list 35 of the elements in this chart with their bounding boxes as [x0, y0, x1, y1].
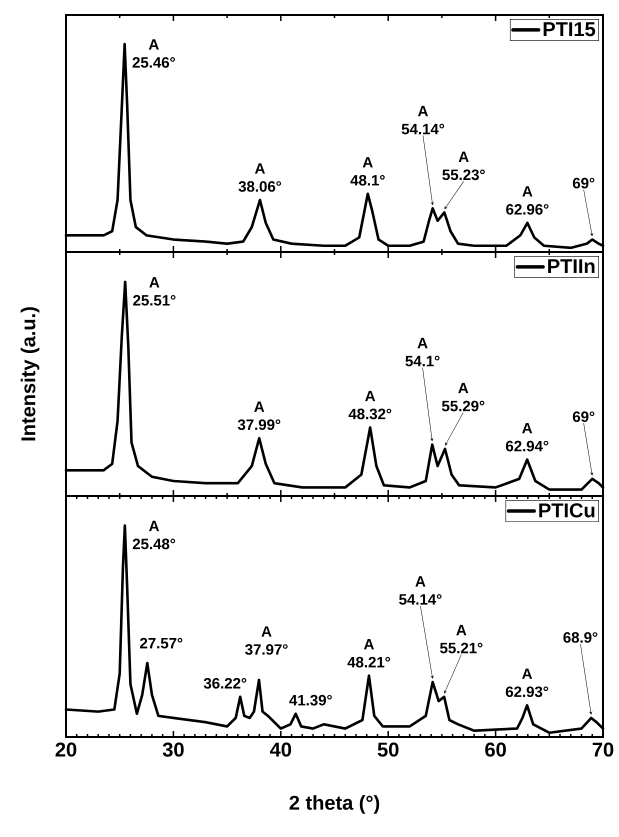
legend-label: PTICu — [539, 503, 594, 518]
annotation: 69° — [572, 411, 594, 422]
x-tick-label: 70 — [592, 742, 614, 757]
x-axis-title: 2 theta (°) — [290, 795, 380, 814]
annotation: A 54.14° — [402, 106, 444, 134]
annotation: A 55.29° — [442, 382, 484, 412]
annotation: A 38.06° — [238, 163, 282, 192]
annotation: A 62.93° — [506, 668, 548, 698]
annotation: A 62.96° — [506, 186, 548, 215]
annotation: A 55.21° — [440, 624, 482, 654]
annotation: A 48.32° — [348, 390, 392, 420]
annotation: A 48.21° — [347, 639, 390, 668]
legend-label: PTI15 — [544, 22, 596, 36]
annotation: 68.9° — [563, 632, 598, 643]
x-tick-label: 40 — [270, 742, 292, 757]
x-tick-label: 30 — [162, 742, 184, 757]
annotation: 36.22° — [204, 678, 246, 689]
annotation: A 62.94° — [506, 422, 548, 452]
annotation: A 25.46° — [132, 39, 175, 68]
x-tick-label: 50 — [378, 742, 398, 757]
annotation: A 55.23° — [442, 152, 485, 180]
annotation: A 37.99° — [238, 402, 280, 430]
annotation: 41.39° — [289, 694, 332, 706]
x-tick-label: 60 — [485, 742, 506, 757]
annotation: 27.57° — [140, 638, 182, 648]
annotation: A 54.1° — [405, 338, 440, 366]
annotation: A 54.14° — [399, 576, 442, 605]
annotation: A 25.51° — [133, 277, 176, 306]
annotation: A 25.48° — [132, 520, 176, 550]
legend-label: PTIIn — [548, 259, 594, 274]
annotation: A 48.1° — [350, 157, 385, 186]
annotation: A 37.97° — [245, 626, 288, 655]
y-axis-title: Intensity (a.u.) — [20, 307, 40, 440]
annotation: 69° — [572, 178, 594, 188]
x-tick-label: 20 — [56, 742, 76, 757]
